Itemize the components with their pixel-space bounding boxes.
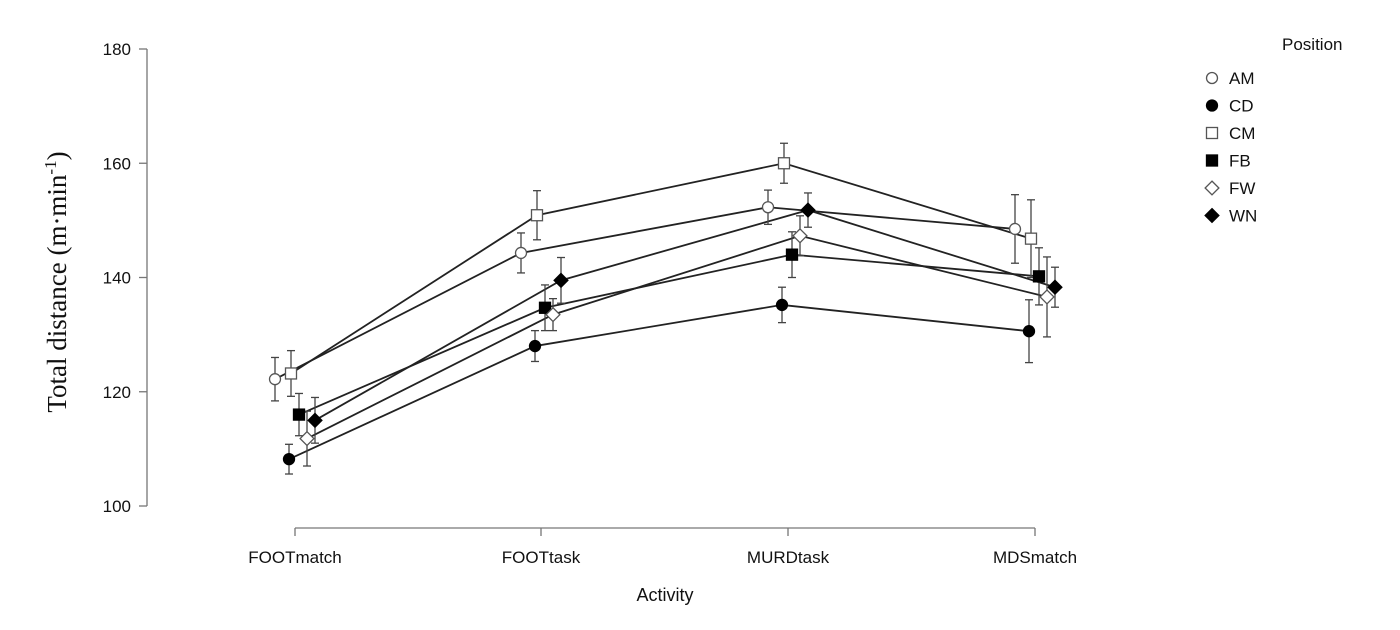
point-wn <box>553 272 569 289</box>
x-tick-label: FOOTtask <box>502 548 581 567</box>
legend-label-fw: FW <box>1229 179 1255 198</box>
legend-label-cm: CM <box>1229 124 1255 143</box>
legend-label-wn: WN <box>1229 207 1257 226</box>
series-line-cm <box>290 162 1032 375</box>
point-cm <box>1024 232 1038 245</box>
x-axis: FOOTmatch FOOTtask MURDtask MDSmatch <box>248 527 1077 567</box>
point-cm <box>777 157 791 170</box>
x-axis-title: Activity <box>636 585 693 605</box>
y-axis-title-main: Total distance (m·min <box>42 174 72 413</box>
series-line-cd <box>288 304 1030 460</box>
y-tick-label: 160 <box>103 154 131 173</box>
x-tick-label: MURDtask <box>747 548 830 567</box>
point-fb <box>785 248 799 261</box>
y-axis-title-superscript: -1 <box>41 160 60 174</box>
point-fw <box>1039 289 1055 305</box>
error-bars <box>271 142 1059 475</box>
x-tick-label: FOOTmatch <box>248 548 342 567</box>
legend-marker-wn <box>1204 207 1220 224</box>
point-am <box>268 373 282 386</box>
series-line-wn <box>314 209 1056 422</box>
data-markers <box>268 157 1063 466</box>
point-fb <box>292 408 306 421</box>
legend-marker-cd <box>1205 99 1219 112</box>
legend-marker-fb <box>1205 154 1219 167</box>
point-fw <box>545 306 561 323</box>
y-tick-label: 120 <box>103 383 131 402</box>
y-tick-label: 100 <box>103 497 131 516</box>
point-cm <box>530 209 544 222</box>
series-line-am <box>274 206 1016 380</box>
point-cd <box>1022 325 1036 338</box>
point-fb <box>1032 270 1046 283</box>
point-wn <box>307 412 323 429</box>
point-cm <box>284 367 298 380</box>
legend-label-fb: FB <box>1229 152 1251 171</box>
legend-marker-cm <box>1205 126 1219 140</box>
x-tick-label: MDSmatch <box>993 548 1077 567</box>
series-lines <box>274 162 1056 460</box>
y-tick-label: 140 <box>103 269 131 288</box>
point-cd <box>528 339 542 353</box>
point-wn <box>800 202 816 218</box>
legend-marker-am <box>1205 71 1219 85</box>
point-am <box>1008 222 1022 236</box>
legend: Position AM CD CM FB FW WN <box>1204 35 1342 226</box>
point-fb <box>538 301 552 314</box>
y-axis-title: Total distance (m·min-1) <box>41 151 72 412</box>
legend-marker-fw <box>1204 180 1220 196</box>
series-line-fw <box>306 234 1048 440</box>
y-axis: 100 120 140 160 180 <box>103 40 148 516</box>
legend-title: Position <box>1282 35 1342 54</box>
legend-label-cd: CD <box>1229 97 1254 116</box>
y-tick-label: 180 <box>103 40 131 59</box>
point-wn <box>1047 279 1063 296</box>
y-axis-title-close: ) <box>42 151 72 160</box>
point-fw <box>792 228 808 244</box>
point-fw <box>299 430 315 447</box>
point-cd <box>282 453 296 466</box>
point-am <box>761 201 775 214</box>
point-am <box>514 246 528 260</box>
point-cd <box>775 298 789 312</box>
series-line-fb <box>298 253 1040 416</box>
legend-label-am: AM <box>1229 69 1255 88</box>
